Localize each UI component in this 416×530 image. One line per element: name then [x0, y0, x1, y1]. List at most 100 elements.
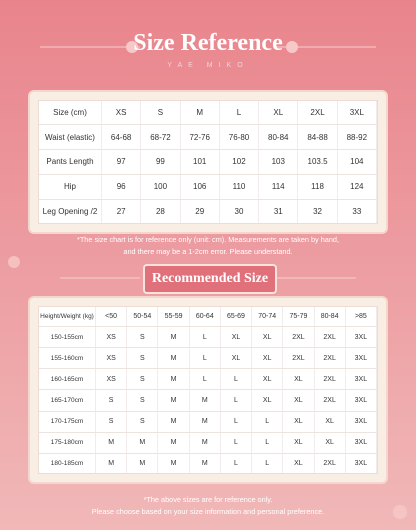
row-label: Hip: [39, 174, 102, 200]
note-line: Please choose based on your size informa…: [91, 507, 325, 516]
cell: 103: [258, 149, 299, 175]
cell: XL: [282, 411, 315, 433]
row-label: 150-155cm: [39, 326, 96, 349]
note-line: and there may be a 1-2cm error. Please u…: [123, 247, 293, 256]
cell: L: [220, 368, 253, 391]
cell: L: [219, 101, 260, 126]
cell: XS: [101, 101, 142, 126]
cell: 3XL: [345, 347, 378, 370]
cell: 31: [258, 199, 299, 223]
cell: 2XL: [297, 101, 338, 126]
cell: 68-72: [140, 124, 181, 151]
row-label: Size (cm): [39, 101, 102, 126]
cell: XL: [282, 453, 315, 473]
cell: 2XL: [314, 326, 346, 349]
note-line: *The size chart is for reference only (u…: [77, 235, 339, 244]
cell: L: [220, 453, 253, 473]
cell: M: [157, 347, 190, 370]
cell: 3XL: [345, 326, 378, 349]
cell: M: [189, 389, 221, 412]
table-row: Leg Opening /2 27 28 29 30 31 32 33: [39, 199, 378, 223]
cell: M: [157, 432, 190, 454]
header-row: Size (cm) XS S M L XL 2XL 3XL: [39, 101, 378, 126]
row-label: Pants Length: [39, 149, 102, 175]
cell: 102: [219, 149, 260, 175]
cell: 3XL: [345, 453, 378, 473]
cell: 2XL: [282, 326, 315, 349]
row-label: 175-180cm: [39, 432, 96, 454]
cell: S: [126, 389, 159, 412]
row-label: 155-160cm: [39, 347, 96, 370]
cell: M: [126, 453, 159, 473]
cell: XL: [251, 368, 284, 391]
recommend-note: *The above sizes are for reference only.…: [0, 494, 416, 518]
cell: XS: [95, 368, 128, 391]
cell: 70-74: [251, 307, 284, 328]
table-row: 170-175cm S S M M L L XL XL 3XL: [39, 411, 378, 433]
cell: XS: [95, 347, 128, 370]
table-row: 180-185cm M M M M L L XL 2XL 3XL: [39, 453, 378, 473]
cell: 103.5: [297, 149, 338, 175]
cell: 28: [140, 199, 181, 223]
cell: S: [95, 411, 128, 433]
cell: M: [95, 453, 128, 473]
cell: L: [189, 368, 221, 391]
recommend-card: Height/Weight (kg) <50 50-54 55-59 60-64 65-6…: [30, 298, 386, 482]
cell: 80-84: [258, 124, 299, 151]
cell: 30: [219, 199, 260, 223]
cell: 60-64: [189, 307, 221, 328]
cell: M: [157, 368, 190, 391]
cell: XL: [251, 389, 284, 412]
cell: 33: [337, 199, 378, 223]
cell: 2XL: [314, 347, 346, 370]
cell: 96: [101, 174, 142, 200]
cell: L: [220, 411, 253, 433]
size-card: Size (cm) XS S M L XL 2XL 3XL Waist (elastic) 64-…: [30, 92, 386, 232]
table-row: Pants Length 97 99 101 102 103 103.5 104: [39, 149, 378, 175]
size-table: Size (cm) XS S M L XL 2XL 3XL Waist (elastic) 64-…: [39, 101, 378, 223]
cell: L: [189, 347, 221, 370]
cell: L: [251, 432, 284, 454]
cell: M: [189, 411, 221, 433]
cell: XL: [282, 389, 315, 412]
cell: 80-84: [314, 307, 346, 328]
table-row: 175-180cm M M M M L L XL XL 3XL: [39, 432, 378, 454]
cell: XL: [220, 347, 253, 370]
cell: M: [180, 101, 220, 126]
cell: 110: [219, 174, 260, 200]
cell: 32: [297, 199, 338, 223]
cell: L: [251, 411, 284, 433]
note-line: *The above sizes are for reference only.: [143, 495, 273, 504]
cell: 3XL: [337, 101, 378, 126]
cell: S: [126, 347, 159, 370]
title: Size Reference: [133, 30, 283, 56]
cell: 104: [337, 149, 378, 175]
cell: 2XL: [314, 453, 346, 473]
cell: S: [126, 326, 159, 349]
cell: 3XL: [345, 432, 378, 454]
cell: 2XL: [282, 347, 315, 370]
cell: M: [157, 411, 190, 433]
table-row: 150-155cm XS S M L XL XL 2XL 2XL 3XL: [39, 326, 378, 349]
cell: 55-59: [157, 307, 190, 328]
row-label: Leg Opening /2: [39, 199, 102, 223]
table-row: Hip 96 100 106 110 114 118 124: [39, 174, 378, 200]
cell: S: [126, 368, 159, 391]
recommend-table: Height/Weight (kg) <50 50-54 55-59 60-64 65-6…: [39, 307, 378, 473]
cell: M: [157, 389, 190, 412]
row-label: 170-175cm: [39, 411, 96, 433]
cell: XL: [282, 368, 315, 391]
cell: L: [220, 432, 253, 454]
cell: L: [251, 453, 284, 473]
cell: XL: [314, 411, 346, 433]
cell: 29: [180, 199, 220, 223]
cell: 27: [101, 199, 142, 223]
cell: S: [140, 101, 181, 126]
row-label: 165-170cm: [39, 389, 96, 412]
cell: 118: [297, 174, 338, 200]
cell: XS: [95, 326, 128, 349]
cell: XL: [258, 101, 299, 126]
subtitle: YAE MIKO: [167, 62, 249, 69]
